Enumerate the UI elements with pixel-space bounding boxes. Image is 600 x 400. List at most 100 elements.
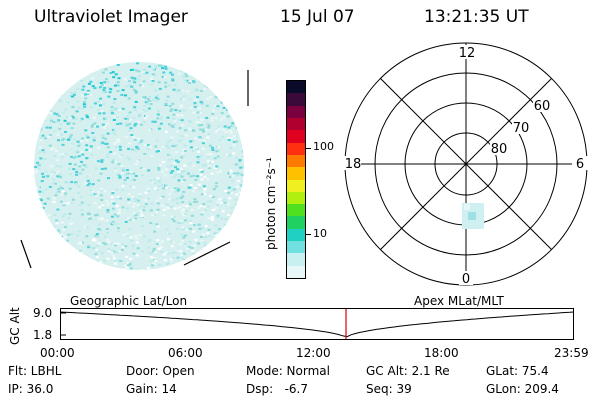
- image-speckle: [221, 251, 225, 253]
- image-speckle: [61, 252, 65, 255]
- image-speckle: [151, 68, 155, 71]
- image-speckle: [239, 98, 243, 101]
- image-speckle: [93, 122, 97, 125]
- image-speckle: [61, 156, 65, 159]
- colorbar-segment: [287, 265, 305, 278]
- image-speckle: [89, 145, 93, 148]
- image-speckle: [207, 228, 211, 231]
- image-speckle: [53, 171, 57, 174]
- image-speckle: [99, 172, 103, 175]
- image-speckle: [148, 239, 152, 241]
- image-speckle: [51, 172, 55, 175]
- image-speckle: [235, 193, 238, 196]
- image-speckle: [216, 150, 220, 152]
- image-speckle: [147, 241, 151, 244]
- image-speckle: [214, 232, 217, 235]
- image-speckle: [243, 173, 244, 176]
- image-speckle: [221, 250, 225, 253]
- image-speckle: [236, 110, 240, 113]
- image-speckle: [180, 70, 184, 73]
- image-speckle: [219, 199, 223, 202]
- image-speckle: [208, 234, 212, 237]
- image-speckle: [197, 116, 200, 119]
- image-speckle: [134, 90, 138, 93]
- image-speckle: [224, 74, 228, 77]
- image-speckle: [231, 175, 235, 178]
- image-speckle: [87, 182, 91, 185]
- image-speckle: [120, 172, 124, 175]
- image-speckle: [124, 136, 128, 138]
- timeline-xtick-2359: 23:59: [554, 346, 589, 360]
- image-speckle: [222, 107, 226, 109]
- image-speckle: [224, 229, 228, 232]
- image-disc: [34, 62, 244, 270]
- image-speckle: [98, 86, 102, 89]
- image-speckle: [66, 258, 70, 261]
- image-speckle: [234, 259, 238, 262]
- image-speckle: [111, 190, 115, 193]
- image-speckle: [213, 104, 217, 107]
- image-speckle: [136, 62, 139, 65]
- image-speckle: [126, 261, 130, 264]
- image-speckle: [133, 139, 137, 141]
- image-speckle: [125, 124, 129, 127]
- image-speckle: [61, 77, 65, 80]
- image-speckle: [175, 90, 179, 93]
- image-speckle: [44, 170, 48, 173]
- image-speckle: [167, 64, 171, 67]
- image-speckle: [145, 115, 149, 118]
- image-speckle: [232, 188, 236, 191]
- image-speckle: [207, 165, 211, 168]
- image-speckle: [43, 65, 46, 68]
- image-speckle: [220, 69, 224, 72]
- image-speckle: [123, 173, 127, 176]
- image-speckle: [98, 104, 102, 107]
- image-speckle: [242, 232, 244, 235]
- image-speckle: [124, 271, 127, 273]
- image-speckle: [73, 71, 77, 74]
- image-speckle: [169, 71, 173, 74]
- mlt-label-18: 18: [345, 157, 362, 172]
- image-speckle: [142, 69, 146, 71]
- image-speckle: [166, 95, 170, 98]
- image-speckle: [205, 80, 209, 83]
- image-speckle: [115, 205, 119, 208]
- colorbar-segment: [287, 179, 305, 192]
- image-speckle: [120, 93, 124, 96]
- image-speckle: [228, 73, 232, 76]
- image-speckle: [225, 153, 229, 156]
- image-speckle: [150, 256, 153, 259]
- label-bg-6: [572, 156, 588, 170]
- info-filter: Flt: LBHL: [8, 364, 62, 378]
- image-speckle: [195, 64, 198, 67]
- image-speckle: [230, 222, 234, 225]
- image-speckle: [111, 200, 115, 203]
- image-speckle: [55, 191, 59, 194]
- image-speckle: [127, 201, 131, 204]
- image-speckle: [199, 111, 202, 114]
- timeline-ytick-9: 9.0: [33, 306, 53, 320]
- image-speckle: [181, 89, 185, 92]
- image-speckle: [163, 259, 167, 262]
- image-speckle: [81, 67, 84, 70]
- image-speckle: [168, 261, 172, 264]
- image-speckle: [183, 164, 187, 167]
- image-speckle: [204, 164, 208, 167]
- image-speckle: [44, 188, 48, 191]
- image-speckle: [46, 258, 50, 261]
- image-speckle: [53, 259, 57, 262]
- image-speckle: [34, 110, 38, 113]
- image-speckle: [215, 256, 219, 259]
- image-speckle: [215, 233, 219, 236]
- image-speckle: [227, 139, 231, 141]
- image-speckle: [175, 227, 179, 230]
- image-speckle: [221, 128, 225, 131]
- image-speckle: [101, 205, 105, 208]
- image-speckle: [75, 171, 79, 174]
- image-speckle: [72, 168, 76, 171]
- image-speckle: [177, 187, 181, 190]
- image-speckle: [71, 198, 75, 201]
- image-speckle: [157, 179, 161, 182]
- image-speckle: [48, 185, 52, 188]
- image-speckle: [199, 89, 203, 92]
